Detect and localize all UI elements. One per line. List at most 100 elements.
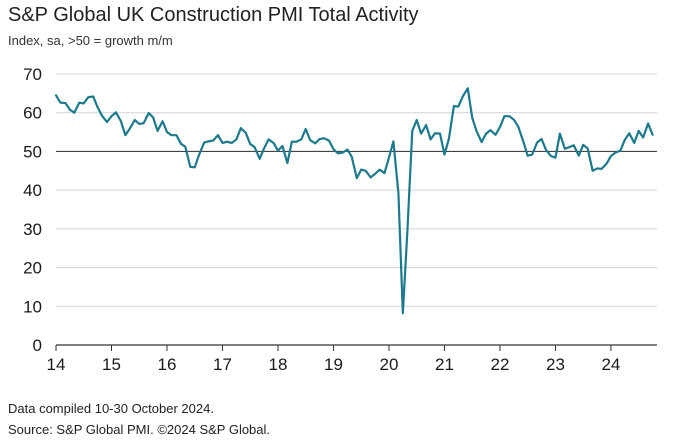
data-point <box>97 106 99 108</box>
data-point <box>263 147 265 149</box>
data-point <box>295 141 297 143</box>
data-point <box>638 130 640 132</box>
data-point <box>411 130 413 132</box>
series-layer <box>54 87 654 315</box>
y-tick-label-40: 40 <box>23 181 42 200</box>
data-point <box>73 112 75 114</box>
data-point <box>170 134 172 136</box>
data-point <box>582 144 584 146</box>
data-point <box>254 146 256 148</box>
data-point <box>531 153 533 155</box>
data-point <box>605 163 607 165</box>
data-point <box>554 157 556 159</box>
data-point <box>378 169 380 171</box>
x-tick-label-22: 22 <box>490 355 509 374</box>
data-point <box>624 139 626 141</box>
data-point <box>148 112 150 114</box>
tick-labels: 0 10 20 30 40 50 60 70 14 15 16 17 18 19 20 21 22 23 24 <box>23 65 620 374</box>
data-point <box>319 138 321 140</box>
data-point <box>286 162 288 164</box>
data-point <box>503 115 505 117</box>
x-tick-label-18: 18 <box>269 355 288 374</box>
data-point <box>647 122 649 124</box>
x-tick-label-15: 15 <box>102 355 121 374</box>
data-point <box>573 144 575 146</box>
y-tick-label-70: 70 <box>23 65 42 84</box>
data-point <box>267 138 269 140</box>
x-tick-label-20: 20 <box>380 355 399 374</box>
axes <box>55 344 657 351</box>
data-point <box>351 156 353 158</box>
data-point <box>180 143 182 145</box>
data-point <box>221 142 223 144</box>
data-point <box>291 141 293 143</box>
data-point <box>513 119 515 121</box>
x-tick-label-24: 24 <box>601 355 620 374</box>
data-point <box>281 145 283 147</box>
data-point <box>346 148 348 150</box>
x-tick-label-16: 16 <box>158 355 177 374</box>
data-point <box>120 120 122 122</box>
data-point <box>564 148 566 150</box>
data-point <box>101 115 103 117</box>
data-point <box>633 142 635 144</box>
chart-title: S&P Global UK Construction PMI Total Act… <box>8 4 419 26</box>
y-tick-label-60: 60 <box>23 104 42 123</box>
data-point <box>370 176 372 178</box>
data-point <box>499 126 501 128</box>
data-point <box>619 150 621 152</box>
data-point <box>106 121 108 123</box>
data-point <box>226 141 228 143</box>
data-point <box>259 158 261 160</box>
data-point <box>420 133 422 135</box>
data-point <box>208 140 210 142</box>
data-point <box>272 142 274 144</box>
data-point <box>198 153 200 155</box>
data-point <box>416 119 418 121</box>
data-point <box>536 141 538 143</box>
data-point <box>124 134 126 136</box>
data-point <box>277 150 279 152</box>
x-tick-label-23: 23 <box>546 355 565 374</box>
data-point <box>134 119 136 121</box>
data-point <box>184 146 186 148</box>
data-point <box>471 117 473 119</box>
data-point <box>245 132 247 134</box>
data-point <box>166 131 168 133</box>
data-point <box>212 139 214 141</box>
data-point <box>540 138 542 140</box>
data-point <box>332 148 334 150</box>
data-point <box>110 115 112 117</box>
data-point <box>610 155 612 157</box>
data-point <box>231 142 233 144</box>
data-point <box>600 168 602 170</box>
data-point <box>443 153 445 155</box>
data-point <box>434 132 436 134</box>
data-point <box>383 172 385 174</box>
data-point <box>356 177 358 179</box>
data-point <box>189 166 191 168</box>
data-point <box>115 111 117 113</box>
y-tick-label-30: 30 <box>23 220 42 239</box>
data-point <box>78 102 80 104</box>
data-point <box>642 136 644 138</box>
data-point <box>545 149 547 151</box>
data-point <box>152 116 154 118</box>
data-point <box>129 127 131 129</box>
x-tick-label-21: 21 <box>435 355 454 374</box>
data-point <box>337 152 339 154</box>
data-point <box>453 105 455 107</box>
data-point <box>476 130 478 132</box>
data-point <box>309 139 311 141</box>
data-point <box>568 146 570 148</box>
y-tick-label-50: 50 <box>23 142 42 161</box>
data-point <box>559 133 561 135</box>
data-point <box>527 155 529 157</box>
data-point <box>596 167 598 169</box>
y-tick-label-10: 10 <box>23 297 42 316</box>
data-point <box>69 109 71 111</box>
footnote-data-compiled: Data compiled 10-30 October 2024. <box>8 401 214 416</box>
x-tick-label-14: 14 <box>47 355 66 374</box>
data-point <box>92 95 94 97</box>
data-point <box>314 142 316 144</box>
